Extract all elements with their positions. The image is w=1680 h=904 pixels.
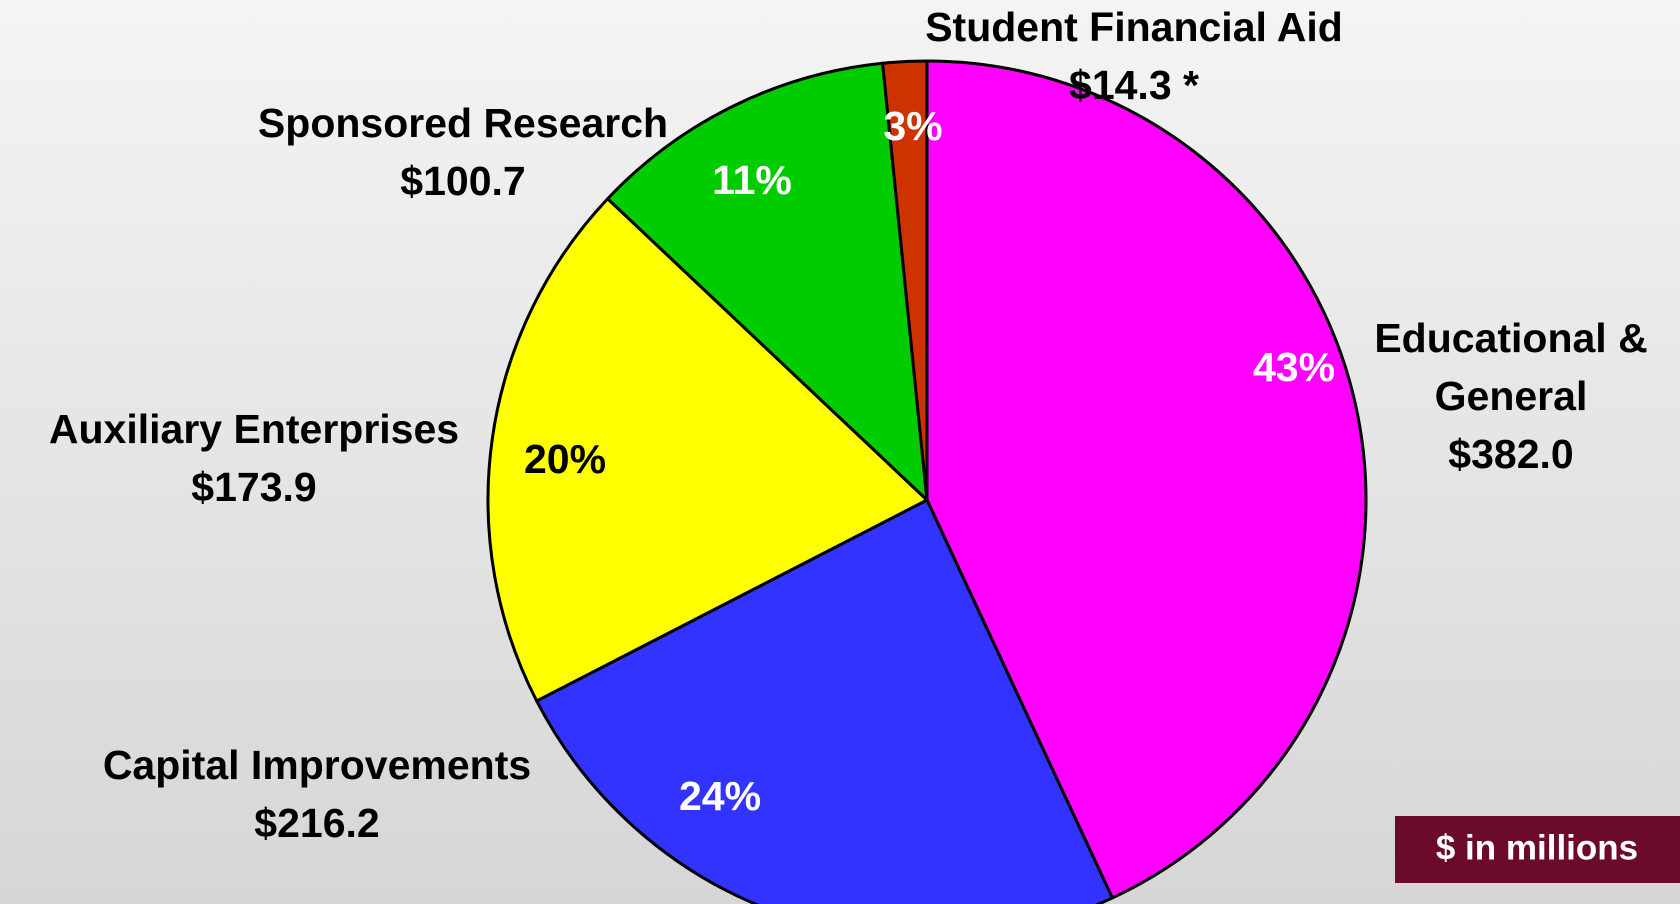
percent-label: 3% [883, 103, 942, 149]
category-label: General [1435, 373, 1588, 419]
value-label: $216.2 [254, 800, 379, 846]
pie-slice [535, 498, 1114, 904]
value-label: $382.0 [1448, 431, 1573, 477]
pie-slice [606, 61, 929, 502]
note: $ in millions [1436, 828, 1638, 867]
percent-label: 11% [712, 157, 792, 203]
percent-label: 43% [1253, 344, 1335, 390]
category-label: Auxiliary Enterprises [49, 406, 459, 452]
note-box [1395, 816, 1680, 883]
value-label: $100.7 [400, 158, 525, 204]
category-label: Student Financial Aid [925, 4, 1343, 50]
value-label: $14.3 * [1069, 62, 1199, 108]
category-label: Sponsored Research [258, 100, 668, 146]
percent-label: 20% [524, 436, 606, 482]
percent-label: 24% [679, 773, 761, 819]
value-label: $173.9 [191, 464, 316, 510]
pie-slice [881, 59, 929, 502]
category-label: Educational & [1374, 315, 1647, 361]
category-label: Capital Improvements [103, 742, 531, 788]
pie-slice [925, 59, 1368, 900]
pie-slice [486, 197, 929, 703]
